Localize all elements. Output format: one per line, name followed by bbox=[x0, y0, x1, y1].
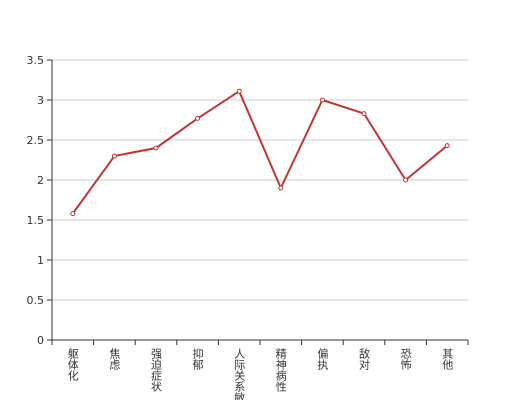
y-tick-label: 1 bbox=[37, 254, 44, 267]
x-tick-label: 躯体化 bbox=[66, 348, 79, 382]
y-tick-label: 1.5 bbox=[27, 214, 45, 227]
point bbox=[319, 97, 325, 103]
point bbox=[153, 145, 159, 151]
point bbox=[195, 115, 201, 121]
point bbox=[278, 185, 284, 191]
x-tick-label: 精神病性 bbox=[274, 348, 287, 393]
point bbox=[70, 211, 76, 217]
point bbox=[111, 153, 117, 159]
x-tick-label: 敌对 bbox=[358, 347, 371, 370]
x-tick-label: 人际关系敏感 bbox=[233, 348, 246, 400]
x-tick-label: 抑郁 bbox=[191, 347, 204, 370]
point bbox=[236, 88, 242, 94]
x-tick-label: 偏执 bbox=[316, 347, 329, 371]
x-tick-label: 其他 bbox=[441, 348, 454, 370]
x-tick-label: 恐怖 bbox=[399, 348, 412, 370]
y-tick-label: 2.5 bbox=[27, 134, 45, 147]
y-tick-label: 2 bbox=[37, 174, 44, 187]
y-tick-label: 0.5 bbox=[27, 294, 45, 307]
y-tick-label: 3 bbox=[37, 94, 44, 107]
x-tick-label: 焦虑 bbox=[108, 348, 121, 370]
y-tick-label: 0 bbox=[37, 334, 44, 347]
x-tick-label: 强迫症状 bbox=[150, 348, 163, 392]
line bbox=[71, 89, 448, 215]
point bbox=[444, 143, 450, 149]
point bbox=[403, 177, 409, 183]
point bbox=[361, 111, 367, 117]
y-tick-label: 3.5 bbox=[27, 54, 45, 67]
